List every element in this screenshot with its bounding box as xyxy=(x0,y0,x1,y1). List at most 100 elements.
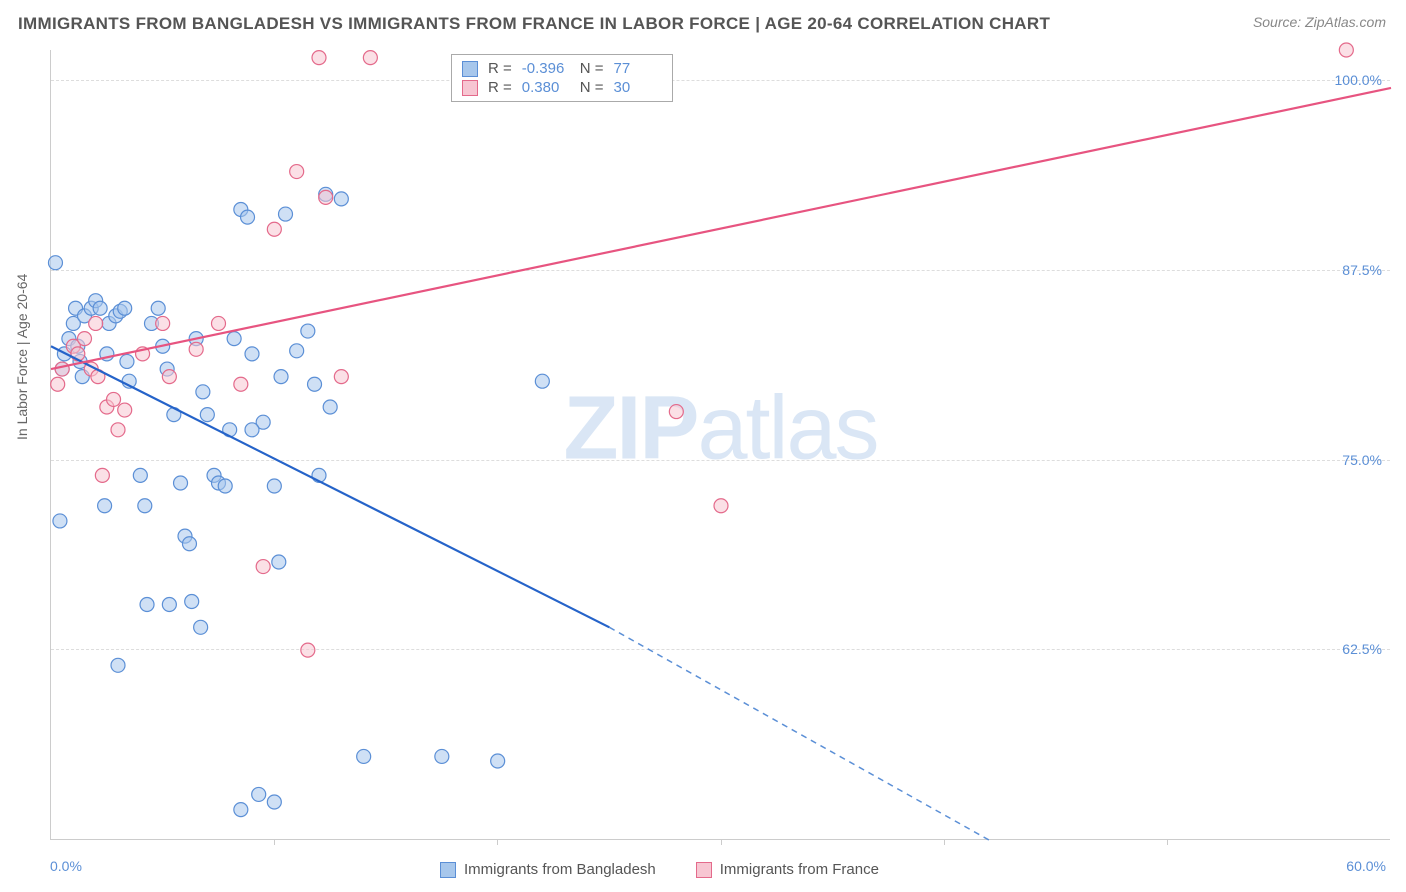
legend-item-france: Immigrants from France xyxy=(696,861,879,878)
point-france xyxy=(334,370,348,384)
n-value-blue: 77 xyxy=(614,60,662,77)
point-bangladesh xyxy=(151,301,165,315)
ytick-label: 62.5% xyxy=(1342,641,1382,657)
point-bangladesh xyxy=(245,423,259,437)
point-bangladesh xyxy=(133,468,147,482)
y-axis-label: In Labor Force | Age 20-64 xyxy=(14,274,30,440)
point-france xyxy=(111,423,125,437)
point-bangladesh xyxy=(272,555,286,569)
point-france xyxy=(118,403,132,417)
point-france xyxy=(267,222,281,236)
point-bangladesh xyxy=(174,476,188,490)
point-france xyxy=(51,377,65,391)
trendline-bangladesh-extrapolated xyxy=(609,627,989,840)
n-label: N = xyxy=(580,60,604,77)
xtick xyxy=(944,839,945,845)
point-bangladesh xyxy=(241,210,255,224)
point-france xyxy=(107,392,121,406)
point-bangladesh xyxy=(98,499,112,513)
point-bangladesh xyxy=(274,370,288,384)
xtick xyxy=(1167,839,1168,845)
point-france xyxy=(78,332,92,346)
legend-label: Immigrants from France xyxy=(720,861,879,878)
point-france xyxy=(162,370,176,384)
swatch-blue xyxy=(440,862,456,878)
point-france xyxy=(156,316,170,330)
point-france xyxy=(319,190,333,204)
point-bangladesh xyxy=(245,347,259,361)
point-bangladesh xyxy=(308,377,322,391)
r-label: R = xyxy=(488,60,512,77)
point-france xyxy=(89,316,103,330)
trendline-france xyxy=(51,88,1391,369)
scatter-svg xyxy=(51,50,1390,839)
point-bangladesh xyxy=(301,324,315,338)
legend-item-bangladesh: Immigrants from Bangladesh xyxy=(440,861,656,878)
point-bangladesh xyxy=(334,192,348,206)
point-bangladesh xyxy=(140,598,154,612)
point-france xyxy=(95,468,109,482)
point-france xyxy=(669,405,683,419)
point-bangladesh xyxy=(120,354,134,368)
point-bangladesh xyxy=(118,301,132,315)
point-bangladesh xyxy=(162,598,176,612)
point-bangladesh xyxy=(53,514,67,528)
point-bangladesh xyxy=(357,749,371,763)
point-bangladesh xyxy=(138,499,152,513)
xtick-label-min: 0.0% xyxy=(50,858,82,874)
source-label: Source: ZipAtlas.com xyxy=(1253,14,1386,30)
n-label: N = xyxy=(580,79,604,96)
point-bangladesh xyxy=(182,537,196,551)
point-bangladesh xyxy=(48,256,62,270)
swatch-pink xyxy=(462,80,478,96)
point-france xyxy=(55,362,69,376)
legend-label: Immigrants from Bangladesh xyxy=(464,861,656,878)
point-bangladesh xyxy=(185,594,199,608)
r-label: R = xyxy=(488,79,512,96)
point-france xyxy=(363,51,377,65)
point-bangladesh xyxy=(323,400,337,414)
ytick-label: 75.0% xyxy=(1342,452,1382,468)
point-france xyxy=(212,316,226,330)
trendline-bangladesh xyxy=(51,346,609,627)
point-bangladesh xyxy=(200,408,214,422)
point-bangladesh xyxy=(234,803,248,817)
legend-row-blue: R = -0.396 N = 77 xyxy=(462,59,662,78)
chart-container: IMMIGRANTS FROM BANGLADESH VS IMMIGRANTS… xyxy=(0,0,1406,892)
xtick xyxy=(274,839,275,845)
point-bangladesh xyxy=(252,787,266,801)
point-france xyxy=(256,560,270,574)
point-france xyxy=(189,342,203,356)
n-value-pink: 30 xyxy=(614,79,662,96)
point-bangladesh xyxy=(535,374,549,388)
r-value-pink: 0.380 xyxy=(522,79,570,96)
point-france xyxy=(312,51,326,65)
ytick-label: 87.5% xyxy=(1342,262,1382,278)
swatch-pink xyxy=(696,862,712,878)
point-bangladesh xyxy=(491,754,505,768)
ytick-label: 100.0% xyxy=(1335,72,1382,88)
series-legend: Immigrants from Bangladesh Immigrants fr… xyxy=(440,861,879,878)
r-value-blue: -0.396 xyxy=(522,60,570,77)
point-bangladesh xyxy=(218,479,232,493)
point-bangladesh xyxy=(194,620,208,634)
point-france xyxy=(714,499,728,513)
point-bangladesh xyxy=(111,658,125,672)
xtick xyxy=(721,839,722,845)
plot-area: ZIPatlas R = -0.396 N = 77 R = 0.380 N =… xyxy=(50,50,1390,840)
point-bangladesh xyxy=(267,479,281,493)
point-france xyxy=(1339,43,1353,57)
point-bangladesh xyxy=(290,344,304,358)
xtick xyxy=(497,839,498,845)
legend-row-pink: R = 0.380 N = 30 xyxy=(462,78,662,97)
swatch-blue xyxy=(462,61,478,77)
chart-title: IMMIGRANTS FROM BANGLADESH VS IMMIGRANTS… xyxy=(18,14,1050,34)
point-bangladesh xyxy=(227,332,241,346)
xtick-label-max: 60.0% xyxy=(1346,858,1386,874)
correlation-legend: R = -0.396 N = 77 R = 0.380 N = 30 xyxy=(451,54,673,102)
point-france xyxy=(301,643,315,657)
point-bangladesh xyxy=(196,385,210,399)
point-bangladesh xyxy=(435,749,449,763)
point-bangladesh xyxy=(93,301,107,315)
point-bangladesh xyxy=(279,207,293,221)
